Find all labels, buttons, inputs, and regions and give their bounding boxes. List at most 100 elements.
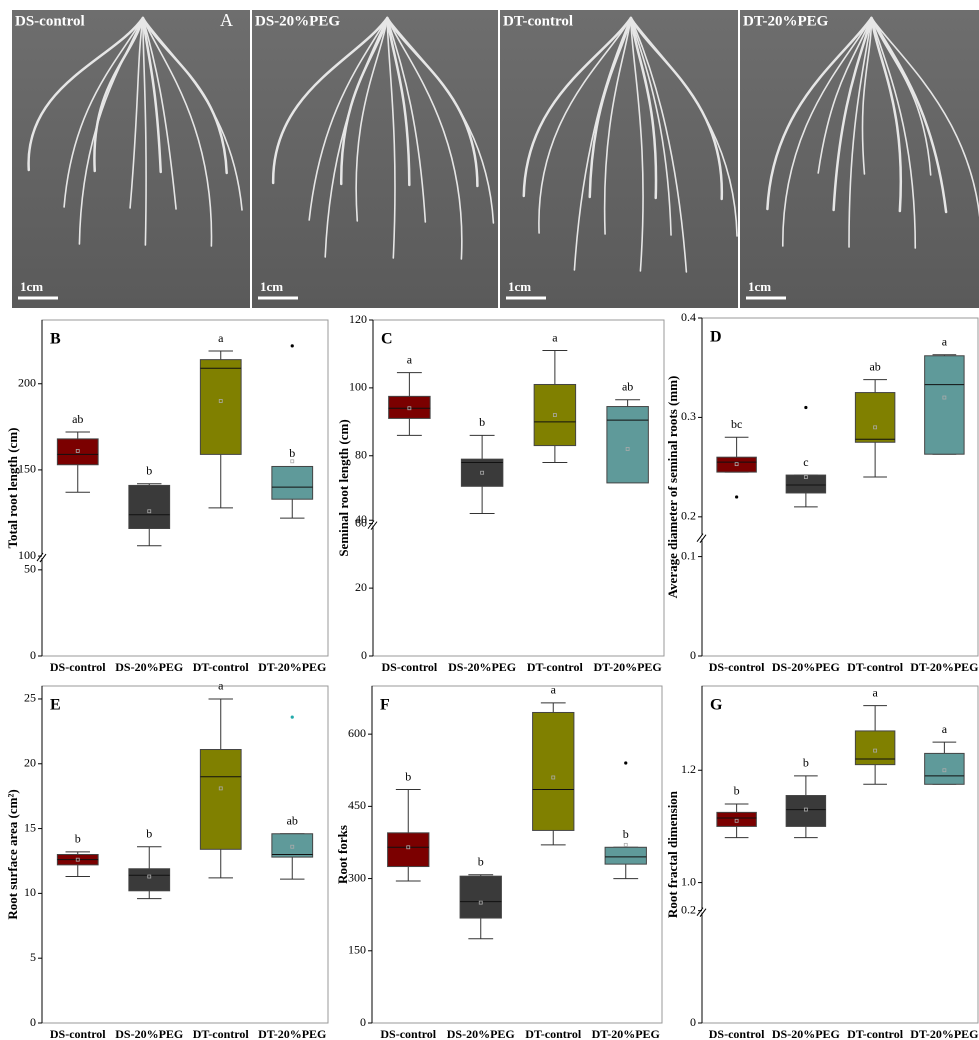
y-tick-label: 50 (24, 562, 36, 576)
x-tick-label: DS-control (50, 1027, 106, 1040)
y-tick-label: 300 (348, 870, 366, 884)
y-tick-label: 0 (690, 648, 696, 662)
photo-label: DS-control (15, 13, 85, 29)
x-tick-label: DT-control (527, 660, 584, 674)
significance-letter: a (407, 352, 413, 366)
y-tick-label: 0 (690, 1015, 696, 1029)
box (607, 407, 648, 483)
box (461, 459, 502, 486)
y-axis-label: Seminal root length (cm) (336, 419, 351, 556)
y-axis-label: Total root length (cm) (5, 428, 20, 549)
y-axis-label: Average diameter of seminal roots (mm) (665, 376, 680, 599)
y-tick-label: 150 (18, 462, 36, 476)
photo-label: DT-20%PEG (743, 13, 829, 29)
significance-letter: a (218, 679, 224, 693)
y-tick-label: 0.4 (681, 310, 696, 324)
x-tick-label: DT-20%PEG (910, 660, 978, 674)
significance-letter: a (218, 331, 224, 345)
significance-letter: b (803, 756, 809, 770)
significance-letter: b (75, 832, 81, 846)
y-tick-label: 0.1 (681, 548, 696, 562)
box (855, 393, 894, 443)
photo (12, 10, 250, 308)
y-tick-label: 80 (355, 448, 367, 462)
box (272, 466, 313, 499)
x-tick-label: DS-20%PEG (115, 660, 183, 674)
y-tick-label: 200 (18, 376, 36, 390)
panel-label: F (380, 697, 390, 714)
photo-label: DS-20%PEG (255, 13, 340, 29)
x-tick-label: DS-20%PEG (447, 1027, 515, 1040)
outlier (624, 761, 627, 764)
x-tick-label: DT-control (525, 1027, 582, 1040)
y-tick-label: 1.0 (681, 874, 696, 888)
box (717, 457, 756, 472)
charts: 050100150200BTotal root length (cm)DS-co… (5, 310, 979, 1040)
outlier (291, 344, 294, 347)
y-axis-label: Root fractal dimension (665, 790, 680, 918)
y-axis-label: Root surface area (cm²) (5, 789, 20, 919)
significance-letter: ab (622, 380, 633, 394)
y-tick-label: 0.2 (681, 902, 696, 916)
y-tick-label: 600 (348, 726, 366, 740)
y-tick-label: 100 (18, 548, 36, 562)
box (925, 356, 964, 454)
plot-frame (373, 320, 664, 656)
photo (252, 10, 498, 308)
significance-letter: ab (287, 814, 298, 828)
y-tick-label: 60 (355, 515, 367, 529)
significance-letter: bc (731, 417, 742, 431)
significance-letter: a (552, 330, 558, 344)
panel-label: G (710, 697, 723, 714)
panel-label: C (381, 331, 393, 348)
y-tick-label: 100 (349, 380, 367, 394)
x-tick-label: DT-20%PEG (592, 1027, 660, 1040)
x-tick-label: DT-control (847, 1027, 904, 1040)
significance-letter: b (405, 769, 411, 783)
significance-letter: b (478, 854, 484, 868)
x-tick-label: DS-20%PEG (772, 660, 840, 674)
scale-label: 1cm (20, 279, 43, 294)
y-tick-label: 20 (355, 580, 367, 594)
y-tick-label: 10 (24, 885, 36, 899)
significance-letter: b (146, 463, 152, 477)
significance-letter: c (803, 455, 808, 469)
y-tick-label: 0 (30, 648, 36, 662)
y-tick-label: 0.3 (681, 409, 696, 423)
x-tick-label: DS-20%PEG (772, 1027, 840, 1040)
box (855, 731, 894, 765)
box (389, 396, 430, 418)
x-tick-label: DT-control (193, 1027, 250, 1040)
significance-letter: a (551, 683, 557, 697)
x-tick-label: DS-control (381, 660, 437, 674)
x-tick-label: DT-control (193, 660, 250, 674)
outlier (735, 495, 738, 498)
mean (291, 460, 294, 463)
y-tick-label: 450 (348, 798, 366, 812)
outlier (291, 716, 294, 719)
figure: DS-control1cmDS-20%PEG1cmDT-control1cmDT… (0, 0, 979, 1040)
box (786, 475, 825, 493)
y-tick-label: 0 (361, 648, 367, 662)
y-tick-label: 120 (349, 312, 367, 326)
scale-label: 1cm (748, 279, 771, 294)
x-tick-label: DS-20%PEG (115, 1027, 183, 1040)
panel-letter: A (220, 10, 233, 30)
box (129, 869, 170, 891)
panel-label: D (710, 329, 722, 346)
y-tick-label: 0 (30, 1015, 36, 1029)
scale-label: 1cm (508, 279, 531, 294)
y-tick-label: 20 (24, 756, 36, 770)
x-tick-label: DS-control (709, 1027, 765, 1040)
panel-label: B (50, 331, 61, 348)
box (200, 360, 241, 455)
y-tick-label: 0.2 (681, 509, 696, 523)
significance-letter: b (623, 827, 629, 841)
significance-letter: b (734, 784, 740, 798)
y-tick-label: 15 (24, 820, 36, 834)
x-tick-label: DT-20%PEG (258, 1027, 326, 1040)
box (200, 750, 241, 850)
significance-letter: a (872, 685, 878, 699)
box (388, 833, 429, 867)
x-tick-label: DT-20%PEG (258, 660, 326, 674)
